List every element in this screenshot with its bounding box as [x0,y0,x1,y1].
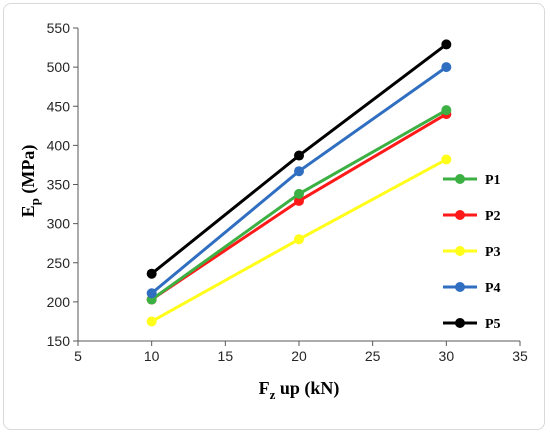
data-point-p4 [441,62,452,73]
data-point-p5 [146,268,157,279]
y-tick-label: 300 [47,216,71,232]
legend-label-p5: P5 [485,317,501,332]
chart-frame [3,3,545,430]
data-point-p3 [441,154,452,165]
x-axis-title-main: F [259,378,270,398]
x-tick-label: 5 [74,348,82,364]
legend-label-p4: P4 [485,281,501,296]
data-point-p3 [294,234,304,245]
data-point-p5 [441,39,452,50]
y-tick-label: 500 [47,59,71,75]
legend: P1 P2 P3 P4 P5 [443,173,501,332]
legend-label-p2: P2 [485,209,501,224]
x-tick-label: 15 [218,348,234,364]
series-line-p2 [150,112,448,301]
legend-marker-p3 [455,246,465,256]
legend-label-p3: P3 [485,245,501,260]
data-point-p1 [441,105,452,116]
legend-marker-p1 [455,174,465,184]
y-axis-title: Ep (MPa) [18,145,42,218]
y-tick-label: 350 [47,177,71,193]
data-point-p2 [294,195,304,206]
y-tick-label: 400 [47,137,71,153]
y-tick-label: 250 [47,255,71,271]
y-tick-label: 200 [47,294,71,310]
y-axis-title-main: E [18,205,38,217]
plot-area: 150 200 250 300 350 400 450 500 550 5 10 15 20 25 30 35 [47,20,528,364]
x-tick-label: 20 [291,348,307,364]
data-point-p4 [294,166,304,177]
data-point-p5 [294,150,304,161]
legend-marker-p2 [455,210,465,220]
y-tick-label: 150 [47,333,71,349]
y-tick-label: 550 [47,20,71,36]
y-tick-label: 450 [47,98,71,114]
legend-label-p1: P1 [485,173,501,188]
y-axis-title-rest: (MPa) [18,145,39,198]
data-point-p3 [146,316,157,327]
x-tick-label: 25 [365,348,381,364]
y-axis-title-subscript: p [27,198,42,205]
x-axis-title-rest: up (kN) [275,378,339,399]
x-tick-label: 10 [144,348,160,364]
x-axis-title-subscript: z [270,387,276,402]
series-line-p4 [150,65,448,295]
x-tick-label: 30 [439,348,455,364]
x-tick-label: 35 [512,348,528,364]
legend-marker-p5 [455,318,465,328]
data-point-p1 [294,188,304,199]
x-axis-title: Fz up (kN) [259,378,340,402]
data-point-p4 [146,288,157,299]
legend-marker-p4 [455,282,465,292]
